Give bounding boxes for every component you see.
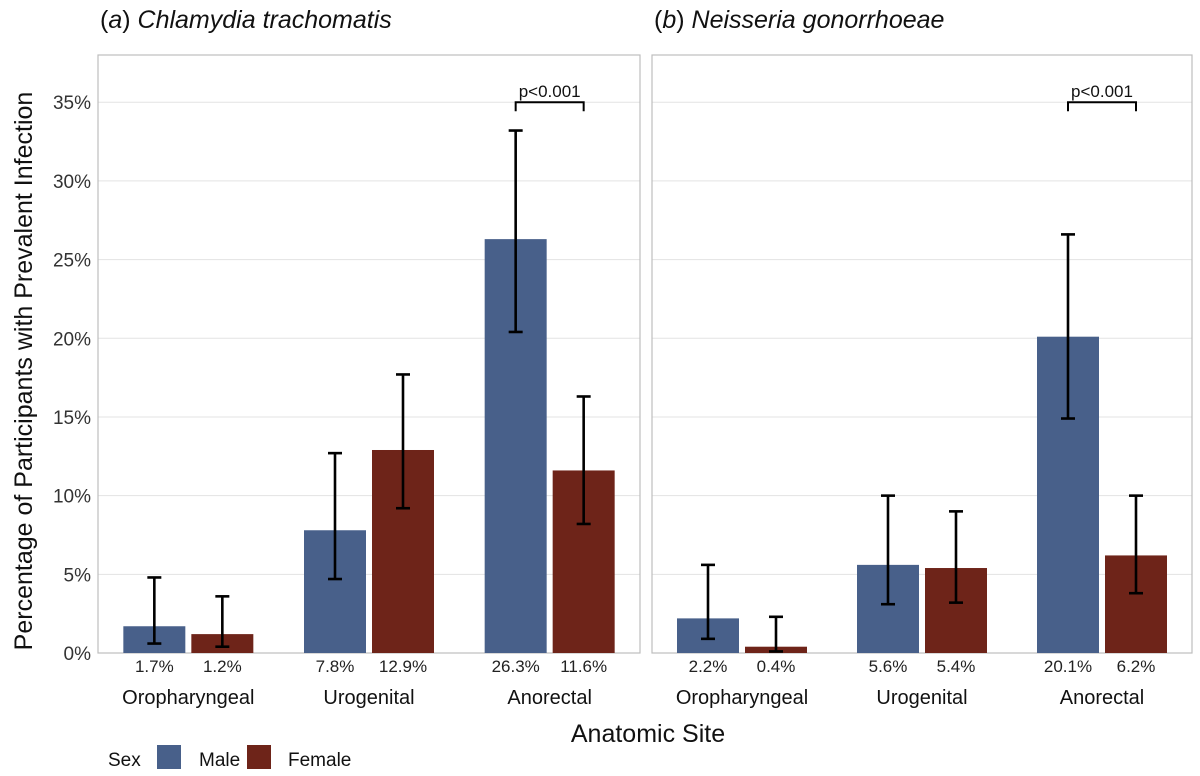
error-bar	[1129, 494, 1143, 595]
significance-bracket: p<0.001	[514, 82, 585, 112]
error-bar	[396, 373, 410, 510]
category-label: Oropharyngeal	[676, 687, 808, 709]
y-tick-label: 5%	[64, 565, 92, 586]
y-tick-label: 15%	[53, 408, 91, 429]
y-tick-label: 25%	[53, 251, 91, 272]
panel-title: (a) Chlamydia trachomatis	[100, 6, 392, 34]
y-tick-label: 10%	[53, 487, 91, 508]
bar-value-label: 1.2%	[203, 657, 242, 676]
legend-male-label: Male	[199, 750, 240, 771]
panel-title-organism: Neisseria gonorrhoeae	[692, 6, 945, 34]
p-value-label: p<0.001	[1071, 82, 1133, 101]
legend-female-swatch	[247, 745, 271, 769]
panel-title-letter: a	[108, 6, 122, 34]
panel-title-letter: b	[662, 6, 676, 34]
category-label: Urogenital	[876, 687, 967, 709]
error-bar	[215, 595, 230, 649]
panel-title-organism: Chlamydia trachomatis	[138, 6, 392, 34]
category-label: Anorectal	[507, 687, 592, 709]
category-label: Oropharyngeal	[122, 687, 254, 709]
panel-border	[97, 54, 641, 654]
error-bar	[881, 494, 895, 606]
bar-value-label: 7.8%	[316, 657, 355, 676]
category-label: Anorectal	[1060, 687, 1145, 709]
error-bar	[328, 451, 342, 581]
panel-b: (b) Neisseria gonorrhoeae 2.2% 5.6% 20.1% 0.…	[651, 6, 1193, 709]
y-tick-label: 35%	[53, 93, 91, 114]
bar-value-label: 2.2%	[689, 657, 728, 676]
bar-value-label: 11.6%	[560, 657, 607, 676]
panel-title: (b) Neisseria gonorrhoeae	[654, 6, 944, 34]
panel-title-prefix: (	[654, 6, 663, 34]
y-axis-title: Percentage of Participants with Prevalen…	[10, 92, 38, 651]
bar-value-label: 5.6%	[869, 657, 908, 676]
error-bar	[147, 576, 162, 645]
bar-value-label: 6.2%	[1117, 657, 1156, 676]
error-bar	[508, 129, 523, 334]
legend: Sex Male Female	[108, 745, 351, 771]
y-tick-label: 30%	[53, 172, 91, 193]
legend-title: Sex	[108, 750, 141, 771]
panel-title-close: )	[676, 6, 691, 34]
error-bar	[769, 615, 783, 653]
category-label: Urogenital	[323, 687, 414, 709]
error-bar	[701, 563, 715, 641]
bar-value-label: 12.9%	[379, 657, 427, 676]
panel-border	[651, 54, 1193, 654]
x-axis-title: Anatomic Site	[571, 720, 725, 748]
p-value-label: p<0.001	[519, 82, 581, 101]
error-bar	[949, 510, 963, 604]
y-tick-label: 0%	[64, 644, 92, 665]
bar-value-label: 5.4%	[937, 657, 976, 676]
legend-female-label: Female	[288, 750, 351, 771]
significance-bracket: p<0.001	[1067, 82, 1137, 112]
error-bar	[1061, 233, 1075, 420]
legend-male-swatch	[157, 745, 181, 769]
bar-value-label: 20.1%	[1044, 657, 1092, 676]
y-tick-label: 20%	[53, 329, 91, 350]
panels-layer: (a) Chlamydia trachomatis0%5%10%15%20%25…	[53, 6, 1193, 709]
panel-a: (a) Chlamydia trachomatis 0% 5% 10% 15% 20% 25…	[53, 6, 641, 709]
panel-title-close: )	[122, 6, 137, 34]
error-bar	[576, 395, 591, 526]
bar-value-label: 1.7%	[135, 657, 174, 676]
panel-title-prefix: (	[100, 6, 109, 34]
bar-value-label: 26.3%	[492, 657, 540, 676]
bar-value-label: 0.4%	[757, 657, 796, 676]
